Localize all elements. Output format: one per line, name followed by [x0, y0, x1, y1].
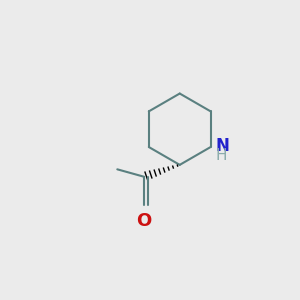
Text: H: H: [216, 148, 227, 164]
Text: N: N: [216, 136, 230, 154]
Text: O: O: [136, 212, 152, 230]
